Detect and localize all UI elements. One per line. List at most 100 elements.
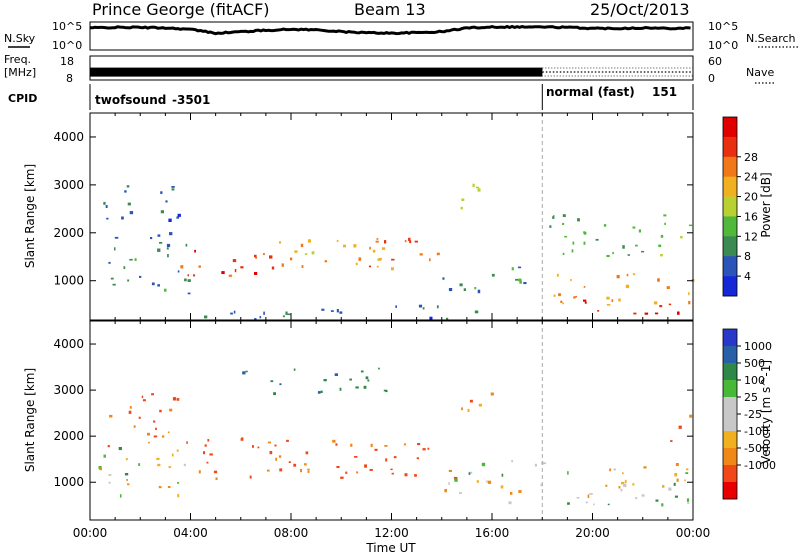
n-search-tick-top: 10^5 <box>708 20 738 33</box>
scatter-cell <box>203 451 206 455</box>
scatter-cell <box>626 273 629 277</box>
colorbar-swatch <box>723 176 737 197</box>
scatter-cell <box>511 460 513 463</box>
scatter-cell <box>187 292 191 295</box>
scatter-cell <box>125 458 128 461</box>
n-sky-tick-bottom: 10^0 <box>52 39 82 52</box>
scatter-cell <box>305 451 309 455</box>
colorbar-swatch <box>723 256 737 277</box>
colorbar-tick-label: 4 <box>744 270 751 283</box>
scatter-cell <box>138 416 141 419</box>
scatter-cell <box>589 493 593 495</box>
n-sky-label: N.Sky <box>4 32 36 45</box>
colorbar-frame <box>722 116 738 297</box>
scatter-cell <box>627 254 630 256</box>
colorbar-tick-label: 28 <box>744 151 758 164</box>
scatter-cell <box>103 454 106 458</box>
scatter-cell <box>124 473 129 476</box>
scatter-cell <box>572 241 575 245</box>
x-tick-label: 00:00 <box>676 526 711 540</box>
scatter-cell <box>180 265 184 269</box>
scatter-cell <box>375 240 379 243</box>
colorbar-tick-label: 12 <box>744 230 758 243</box>
scatter-cell <box>689 414 693 418</box>
scatter-cell <box>269 451 273 455</box>
scatter-cell <box>107 445 110 448</box>
scatter-cell <box>560 300 563 303</box>
scatter-cell <box>393 456 397 459</box>
scatter-cell <box>675 463 679 467</box>
scatter-cell <box>643 466 647 469</box>
scatter-cell <box>336 309 339 313</box>
scatter-cell <box>658 244 662 248</box>
scatter-cell <box>391 472 394 475</box>
scatter-cell <box>657 278 660 282</box>
scatter-cell <box>157 463 161 467</box>
scatter-cell <box>129 211 134 215</box>
scatter-cell <box>112 283 116 286</box>
scatter-cell <box>176 398 180 401</box>
scatter-cell <box>187 274 189 277</box>
scatter-cell <box>129 406 132 409</box>
scatter-cell <box>659 305 663 308</box>
scatter-cell <box>543 462 547 465</box>
scatter-cell <box>187 279 191 282</box>
scatter-cell <box>336 239 339 243</box>
scatter-cell <box>169 408 173 412</box>
scatter-cell <box>356 471 359 474</box>
scatter-cell <box>638 229 641 233</box>
scatter-cell <box>518 278 522 282</box>
scatter-cell <box>618 298 621 302</box>
nave-tick-top: 60 <box>708 55 722 68</box>
scatter-cell <box>355 262 358 266</box>
scatter-cell <box>575 295 578 298</box>
scatter-cell <box>448 288 453 292</box>
scatter-cell <box>404 473 408 477</box>
scatter-cell <box>108 481 111 484</box>
scatter-cell <box>461 198 465 201</box>
scatter-cell <box>564 235 568 238</box>
scatter-cell <box>160 210 164 214</box>
scatter-cell <box>120 494 122 498</box>
scatter-cell <box>477 289 481 294</box>
scatter-cell <box>233 310 236 314</box>
scatter-cell <box>674 495 678 498</box>
scatter-cell <box>552 215 555 217</box>
y-tick-label: 3000 <box>53 383 84 397</box>
scatter-cell <box>686 498 690 502</box>
scatter-cell <box>404 239 407 243</box>
scatter-cell <box>108 261 111 264</box>
scatter-cell <box>349 378 352 381</box>
scatter-cell <box>632 226 636 229</box>
n-sky-tick-top: 10^5 <box>52 20 82 33</box>
scatter-cell <box>167 486 171 488</box>
scatter-cell <box>165 200 168 203</box>
scatter-cell <box>395 305 397 308</box>
scatter-cell <box>171 186 175 188</box>
scatter-cell <box>274 444 277 447</box>
colorbar-swatch <box>723 156 737 177</box>
scatter-cell <box>558 293 561 297</box>
scatter-cell <box>519 280 522 284</box>
scatter-cell <box>336 466 340 468</box>
scatter-cell <box>321 308 325 311</box>
scatter-cell <box>228 274 233 277</box>
scatter-cell <box>307 470 310 473</box>
colorbar-swatch <box>723 136 737 158</box>
scatter-cell <box>365 376 369 380</box>
scatter-cell <box>124 190 127 193</box>
scatter-cell <box>293 368 296 371</box>
scatter-cell <box>142 399 146 402</box>
scatter-cell <box>562 222 565 225</box>
scatter-cell <box>207 439 210 442</box>
scatter-cell <box>622 245 625 249</box>
scatter-cell <box>476 480 479 483</box>
scatter-cell <box>485 480 488 483</box>
scatter-cell <box>134 258 137 261</box>
scatter-cell <box>468 472 471 475</box>
scatter-cell <box>151 393 154 396</box>
scatter-cell <box>662 485 665 488</box>
scatter-cell <box>301 265 304 268</box>
scatter-cell <box>474 310 479 314</box>
scatter-cell <box>185 243 188 247</box>
